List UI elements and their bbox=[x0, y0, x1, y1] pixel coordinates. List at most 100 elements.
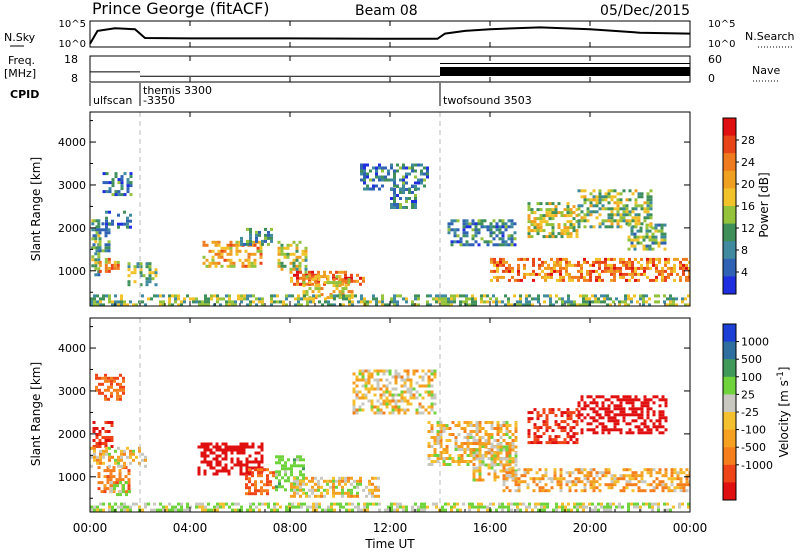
data-cell bbox=[508, 278, 511, 282]
data-cell bbox=[439, 454, 443, 457]
colorbar-tick-label: 20 bbox=[741, 178, 755, 191]
data-cell bbox=[132, 452, 135, 456]
data-cell bbox=[355, 393, 359, 397]
data-cell bbox=[382, 393, 386, 397]
data-cell bbox=[247, 255, 251, 259]
data-cell bbox=[523, 275, 526, 279]
data-cell bbox=[545, 202, 549, 206]
data-cell bbox=[648, 247, 652, 251]
data-cell bbox=[622, 275, 625, 279]
data-cell bbox=[104, 430, 108, 433]
data-cell bbox=[577, 477, 581, 481]
data-cell bbox=[298, 264, 302, 268]
data-cell bbox=[507, 300, 510, 304]
data-cell bbox=[101, 376, 104, 380]
data-cell bbox=[145, 280, 149, 284]
data-cell bbox=[531, 508, 534, 512]
data-cell bbox=[501, 505, 504, 509]
data-cell bbox=[558, 505, 561, 509]
data-cell bbox=[556, 269, 559, 273]
data-cell bbox=[448, 439, 452, 442]
data-cell bbox=[426, 169, 429, 173]
data-cell bbox=[645, 247, 649, 251]
data-cell bbox=[551, 235, 555, 239]
data-cell bbox=[643, 210, 647, 214]
data-cell bbox=[636, 300, 639, 304]
data-cell bbox=[341, 476, 344, 480]
data-cell bbox=[215, 445, 219, 449]
data-cell bbox=[302, 476, 305, 480]
data-cell bbox=[240, 508, 243, 512]
data-cell bbox=[393, 303, 396, 306]
data-cell bbox=[616, 398, 620, 402]
data-cell bbox=[382, 399, 386, 403]
data-cell bbox=[447, 502, 450, 506]
data-cell bbox=[128, 490, 131, 494]
data-cell bbox=[463, 421, 467, 424]
data-cell bbox=[417, 294, 420, 298]
data-cell bbox=[548, 435, 552, 439]
data-cell bbox=[240, 297, 243, 301]
data-cell bbox=[655, 419, 659, 423]
data-cell bbox=[540, 502, 543, 506]
data-cell bbox=[483, 294, 486, 298]
data-cell bbox=[667, 272, 670, 276]
data-cell bbox=[360, 294, 363, 298]
data-cell bbox=[287, 476, 290, 480]
data-cell bbox=[426, 303, 429, 306]
data-cell bbox=[242, 463, 246, 467]
data-cell bbox=[664, 278, 667, 282]
data-cell bbox=[637, 428, 641, 432]
data-cell bbox=[655, 486, 659, 490]
data-cell bbox=[344, 476, 347, 480]
data-cell bbox=[305, 491, 308, 495]
data-cell bbox=[299, 455, 302, 459]
data-cell bbox=[601, 431, 605, 435]
data-cell bbox=[472, 469, 476, 473]
data-cell bbox=[583, 275, 586, 279]
data-cell bbox=[639, 505, 642, 509]
data-cell bbox=[126, 505, 129, 509]
data-cell bbox=[460, 457, 464, 460]
data-cell bbox=[495, 222, 499, 226]
data-cell bbox=[566, 411, 570, 415]
data-cell bbox=[111, 184, 115, 188]
data-cell bbox=[420, 163, 423, 167]
data-cell bbox=[324, 508, 327, 512]
data-cell bbox=[338, 479, 341, 483]
data-cell bbox=[418, 384, 422, 388]
data-cell bbox=[299, 464, 302, 468]
data-cell bbox=[616, 201, 620, 205]
data-cell bbox=[598, 207, 602, 211]
data-cell bbox=[113, 263, 117, 267]
data-cell bbox=[507, 243, 511, 247]
data-cell bbox=[245, 463, 249, 467]
data-cell bbox=[478, 466, 482, 470]
data-cell bbox=[305, 275, 309, 279]
data-cell bbox=[493, 478, 497, 482]
data-cell bbox=[350, 273, 353, 277]
data-cell bbox=[417, 163, 420, 167]
data-cell bbox=[566, 417, 570, 421]
data-cell bbox=[127, 487, 131, 491]
data-cell bbox=[295, 255, 299, 259]
data-cell bbox=[463, 448, 467, 451]
data-cell bbox=[90, 505, 93, 509]
data-cell bbox=[658, 419, 662, 423]
data-cell bbox=[563, 214, 567, 218]
data-cell bbox=[251, 483, 254, 487]
data-cell bbox=[294, 505, 297, 509]
data-cell bbox=[278, 479, 281, 483]
data-cell bbox=[436, 421, 440, 424]
data-cell bbox=[643, 216, 647, 220]
data-cell bbox=[619, 225, 623, 229]
data-cell bbox=[530, 220, 534, 224]
data-cell bbox=[675, 303, 678, 306]
data-cell bbox=[553, 263, 556, 267]
data-cell bbox=[592, 195, 596, 199]
data-cell bbox=[610, 257, 613, 261]
data-cell bbox=[610, 266, 613, 270]
data-cell bbox=[537, 508, 540, 512]
data-cell bbox=[374, 494, 377, 498]
data-cell bbox=[658, 410, 662, 414]
